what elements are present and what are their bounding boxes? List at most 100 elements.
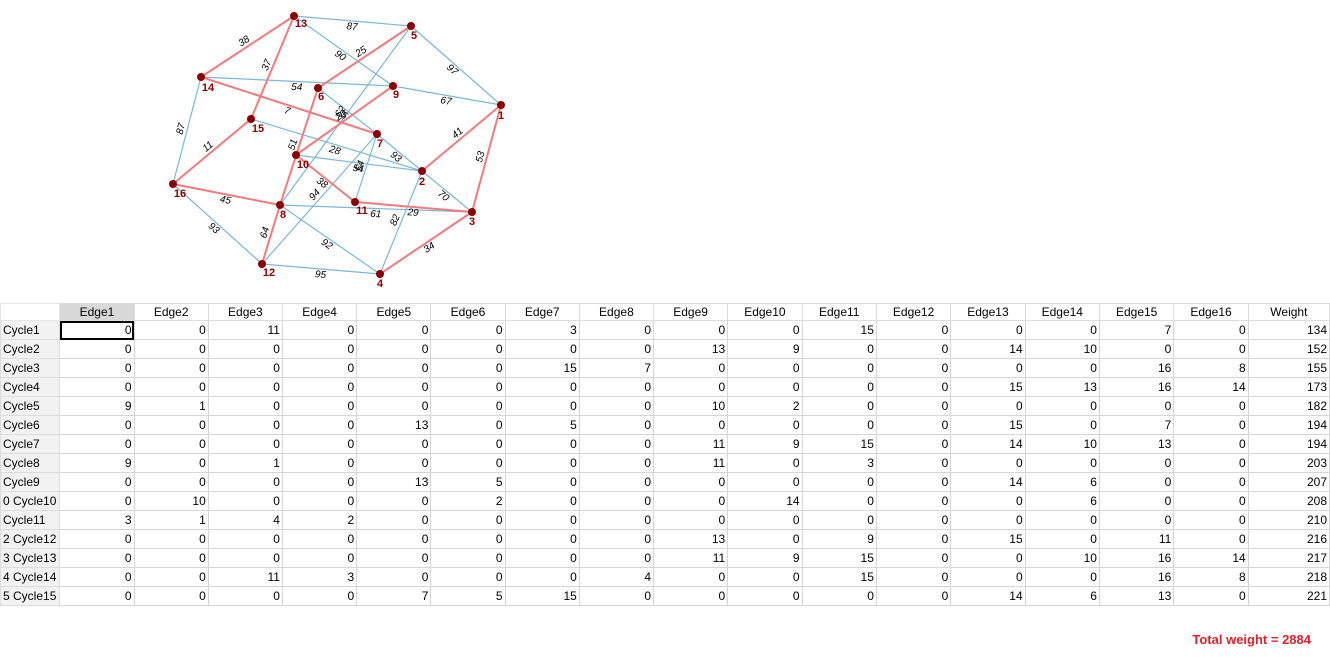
table-cell[interactable]: 9 <box>59 453 135 473</box>
table-cell[interactable]: 10 <box>652 396 729 416</box>
table-cell[interactable]: 152 <box>1247 339 1330 359</box>
table-cell[interactable]: 0 <box>875 472 952 492</box>
table-cell[interactable]: 0 <box>578 415 655 435</box>
table-cell[interactable]: 0 <box>578 434 655 454</box>
table-cell[interactable]: 13 <box>356 415 432 435</box>
table-cell[interactable]: 194 <box>1247 415 1330 435</box>
table-cell[interactable]: 0 <box>950 358 1026 378</box>
table-cell[interactable]: 0 <box>578 491 655 511</box>
column-header[interactable]: Edge2 <box>133 303 209 321</box>
table-cell[interactable]: 0 <box>356 339 432 359</box>
table-cell[interactable]: 0 <box>1173 510 1249 530</box>
row-header[interactable]: 3 Cycle13 <box>0 548 61 568</box>
table-cell[interactable]: 0 <box>801 415 877 435</box>
table-cell[interactable]: 0 <box>578 472 655 492</box>
table-cell[interactable]: 0 <box>950 320 1026 340</box>
table-cell[interactable]: 0 <box>207 377 283 397</box>
table-cell[interactable]: 0 <box>133 339 209 359</box>
table-cell[interactable]: 0 <box>578 453 655 473</box>
table-cell[interactable]: 0 <box>133 320 209 340</box>
table-cell[interactable]: 11 <box>207 320 283 340</box>
table-cell[interactable]: 0 <box>1173 396 1249 416</box>
table-cell[interactable]: 208 <box>1247 491 1330 511</box>
table-cell[interactable]: 5 <box>430 586 506 606</box>
table-cell[interactable]: 0 <box>652 567 729 587</box>
table-cell[interactable]: 0 <box>281 396 358 416</box>
table-cell[interactable]: 0 <box>356 358 432 378</box>
table-cell[interactable]: 0 <box>801 396 877 416</box>
table-cell[interactable]: 0 <box>727 567 803 587</box>
table-cell[interactable]: 13 <box>652 529 729 549</box>
node-3[interactable] <box>468 208 476 216</box>
table-cell[interactable]: 14 <box>727 491 803 511</box>
table-cell[interactable]: 13 <box>356 472 432 492</box>
table-cell[interactable]: 9 <box>801 529 877 549</box>
table-cell[interactable]: 0 <box>207 415 283 435</box>
table-cell[interactable]: 0 <box>1173 415 1249 435</box>
table-cell[interactable]: 0 <box>281 320 358 340</box>
column-header[interactable]: Edge15 <box>1098 303 1175 321</box>
table-cell[interactable]: 0 <box>504 510 580 530</box>
row-header[interactable]: Cycle9 <box>0 472 61 492</box>
row-header[interactable]: Cycle1 <box>0 320 61 340</box>
table-cell[interactable]: 4 <box>207 510 283 530</box>
table-cell[interactable]: 6 <box>1024 491 1100 511</box>
table-cell[interactable]: 0 <box>430 358 506 378</box>
table-cell[interactable]: 0 <box>133 567 209 587</box>
table-cell[interactable]: 0 <box>875 377 952 397</box>
node-15[interactable] <box>247 115 255 123</box>
table-row[interactable]: Cycle8 9 0 1 0 0 0 0 0 11 0 3 0 0 0 0 0 203 <box>0 453 1330 473</box>
table-cell[interactable]: 0 <box>652 358 729 378</box>
table-cell[interactable]: 0 <box>950 510 1026 530</box>
table-cell[interactable]: 0 <box>727 377 803 397</box>
column-header[interactable]: Edge16 <box>1173 303 1249 321</box>
table-cell[interactable]: 0 <box>1024 453 1100 473</box>
table-cell[interactable]: 0 <box>875 529 952 549</box>
table-cell[interactable]: 0 <box>281 529 358 549</box>
table-cell[interactable]: 0 <box>356 396 432 416</box>
table-cell[interactable]: 6 <box>1024 586 1100 606</box>
table-cell[interactable]: 1 <box>207 453 283 473</box>
table-cell[interactable]: 0 <box>281 339 358 359</box>
table-cell[interactable]: 0 <box>430 453 506 473</box>
table-cell[interactable]: 0 <box>430 434 506 454</box>
table-cell[interactable]: 0 <box>59 472 135 492</box>
table-cell[interactable]: 0 <box>950 491 1026 511</box>
table-cell[interactable]: 0 <box>1024 358 1100 378</box>
table-cell[interactable]: 11 <box>652 453 729 473</box>
table-cell[interactable]: 0 <box>801 377 877 397</box>
table-cell[interactable]: 0 <box>1173 434 1249 454</box>
node-12[interactable] <box>258 260 266 268</box>
table-cell[interactable]: 0 <box>59 529 135 549</box>
table-cell[interactable]: 16 <box>1098 567 1175 587</box>
table-cell[interactable]: 0 <box>207 548 283 568</box>
row-header[interactable]: Cycle5 <box>0 396 61 416</box>
table-cell[interactable]: 182 <box>1247 396 1330 416</box>
table-cell[interactable]: 0 <box>652 510 729 530</box>
table-cell[interactable]: 0 <box>1098 339 1175 359</box>
table-cell[interactable]: 0 <box>356 567 432 587</box>
table-cell[interactable]: 16 <box>1098 358 1175 378</box>
table-cell[interactable]: 0 <box>281 586 358 606</box>
table-cell[interactable]: 15 <box>801 320 877 340</box>
table-cell[interactable]: 10 <box>1024 339 1100 359</box>
table-cell[interactable]: 0 <box>430 396 506 416</box>
table-cell[interactable]: 0 <box>875 339 952 359</box>
table-cell[interactable]: 0 <box>875 358 952 378</box>
table-cell[interactable]: 0 <box>133 529 209 549</box>
table-cell[interactable]: 13 <box>1024 377 1100 397</box>
table-cell[interactable]: 0 <box>281 548 358 568</box>
table-cell[interactable]: 0 <box>281 377 358 397</box>
table-cell[interactable]: 0 <box>59 434 135 454</box>
table-corner[interactable] <box>0 303 61 321</box>
table-cell[interactable]: 0 <box>578 339 655 359</box>
table-cell[interactable]: 0 <box>504 453 580 473</box>
column-header[interactable]: Edge3 <box>207 303 283 321</box>
table-row[interactable]: Cycle2 0 0 0 0 0 0 0 0 13 9 0 0 14 10 0 0 152 <box>0 339 1330 359</box>
table-cell[interactable]: 10 <box>133 491 209 511</box>
table-row[interactable]: 0 Cycle10 0 10 0 0 0 2 0 0 0 14 0 0 0 6 0 0 208 <box>0 491 1330 511</box>
table-cell[interactable]: 2 <box>727 396 803 416</box>
table-cell[interactable]: 217 <box>1247 548 1330 568</box>
table-cell[interactable]: 0 <box>504 377 580 397</box>
table-cell[interactable]: 0 <box>59 415 135 435</box>
